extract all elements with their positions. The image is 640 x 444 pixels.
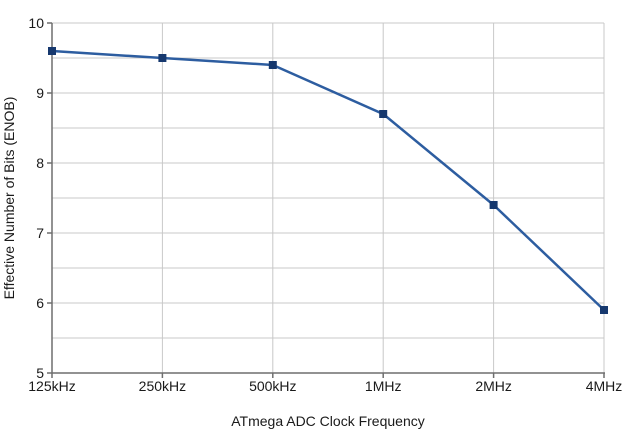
enob-data-series bbox=[48, 47, 608, 314]
y-tick-label: 8 bbox=[36, 155, 44, 171]
data-point-marker bbox=[600, 306, 608, 314]
data-point-marker bbox=[48, 47, 56, 55]
y-tick-label: 5 bbox=[36, 365, 44, 381]
data-point-marker bbox=[158, 54, 167, 62]
chart-tick-labels: 5 6 7 8 9 10 125kHz 250kHz 500kHz 1MHz 2MHz 4MHz bbox=[28, 15, 622, 394]
x-axis-title: ATmega ADC Clock Frequency bbox=[231, 413, 425, 429]
chart-gridlines bbox=[52, 22, 605, 373]
data-point-marker bbox=[379, 110, 388, 118]
x-tick-label: 125kHz bbox=[28, 378, 75, 394]
y-axis-title: Effective Number of Bits (ENOB) bbox=[1, 96, 17, 300]
chart-axes bbox=[47, 22, 605, 378]
y-tick-label: 10 bbox=[28, 15, 44, 31]
y-tick-label: 9 bbox=[36, 85, 44, 101]
y-tick-label: 7 bbox=[36, 225, 44, 241]
x-tick-label: 2MHz bbox=[475, 378, 512, 394]
data-point-marker bbox=[489, 201, 498, 209]
x-tick-label: 250kHz bbox=[139, 378, 186, 394]
x-tick-label: 500kHz bbox=[249, 378, 296, 394]
enob-line bbox=[51, 49, 605, 311]
x-tick-label: 4MHz bbox=[586, 378, 623, 394]
y-tick-label: 6 bbox=[36, 295, 44, 311]
data-point-marker bbox=[268, 61, 277, 69]
x-tick-label: 1MHz bbox=[365, 378, 402, 394]
